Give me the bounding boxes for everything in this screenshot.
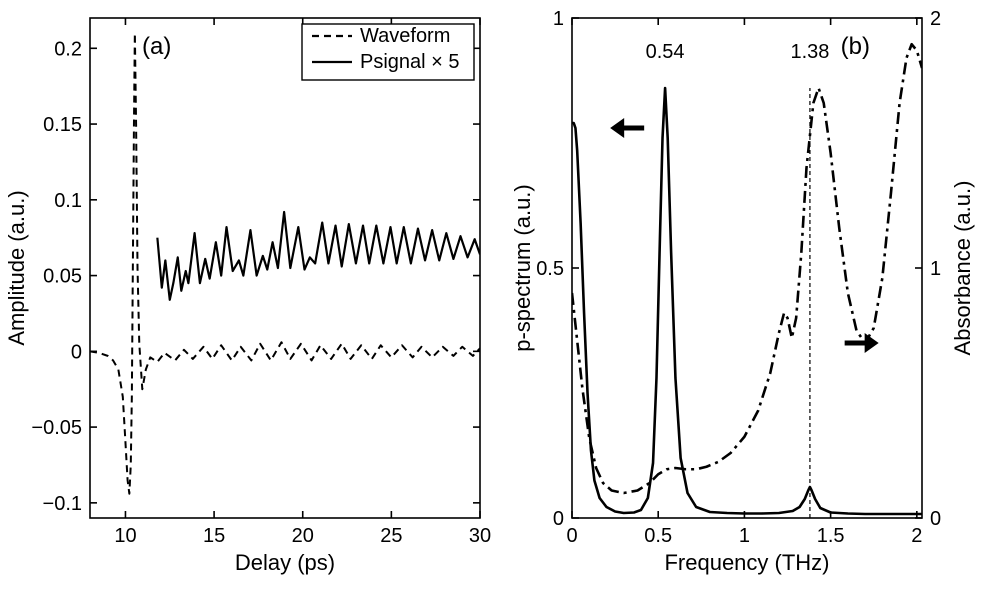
peak-label: 0.54 <box>646 41 685 63</box>
series-p_spectrum <box>572 88 922 514</box>
xtick-label: 1.5 <box>817 525 845 547</box>
panel-label-a: (a) <box>142 33 171 60</box>
ytick-label: 0.2 <box>54 38 82 60</box>
ytick-right-label: 2 <box>930 8 941 30</box>
figure-svg: 1015202530−0.1−0.0500.050.10.150.2Delay … <box>0 0 998 591</box>
xtick-label: 20 <box>292 525 314 547</box>
ytick-label: 0.1 <box>54 190 82 212</box>
ylabel-a: Amplitude (a.u.) <box>4 190 29 345</box>
panel-label-b: (b) <box>841 33 870 60</box>
xtick-label: 0 <box>566 525 577 547</box>
ytick-left-label: 0.5 <box>536 258 564 280</box>
xtick-label: 10 <box>114 525 136 547</box>
ytick-right-label: 0 <box>930 508 941 530</box>
ylabel-left-b: p-spectrum (a.u.) <box>510 184 535 352</box>
xtick-label: 25 <box>380 525 402 547</box>
ytick-label: −0.05 <box>31 417 82 439</box>
xlabel-a: Delay (ps) <box>235 550 335 575</box>
ytick-label: 0 <box>71 341 82 363</box>
ytick-left-label: 0 <box>553 508 564 530</box>
series-absorbance <box>572 44 922 493</box>
xtick-label: 15 <box>203 525 225 547</box>
legend-entry: Waveform <box>360 25 450 47</box>
peak-label: 1.38 <box>790 41 829 63</box>
xlabel-b: Frequency (THz) <box>664 550 829 575</box>
ytick-label: 0.15 <box>43 114 82 136</box>
panel-a: 10 15 20 25 30 −0.1 −0.05 0 0.05 0.1 0.15 0.2 Delay … <box>4 18 491 575</box>
axes-box-a <box>90 18 480 518</box>
arrow-icon <box>610 118 644 138</box>
xtick-label: 30 <box>469 525 491 547</box>
ytick-label: −0.1 <box>43 493 82 515</box>
series-waveform <box>90 33 480 494</box>
ytick-right-label: 1 <box>930 258 941 280</box>
xtick-label: 0.5 <box>644 525 672 547</box>
series-psignal <box>157 212 480 300</box>
ylabel-right-b: Absorbance (a.u.) <box>950 181 975 356</box>
axes-box-b <box>572 18 922 518</box>
ytick-label: 0.05 <box>43 266 82 288</box>
panel-b: 00.511.5200.51012Frequency (THz)p-spectr… <box>510 8 975 575</box>
legend-a: Waveform Psignal × 5 <box>302 24 474 80</box>
xtick-label: 1 <box>739 525 750 547</box>
ytick-left-label: 1 <box>553 8 564 30</box>
legend-entry: Psignal × 5 <box>360 51 460 73</box>
xtick-label: 2 <box>911 525 922 547</box>
